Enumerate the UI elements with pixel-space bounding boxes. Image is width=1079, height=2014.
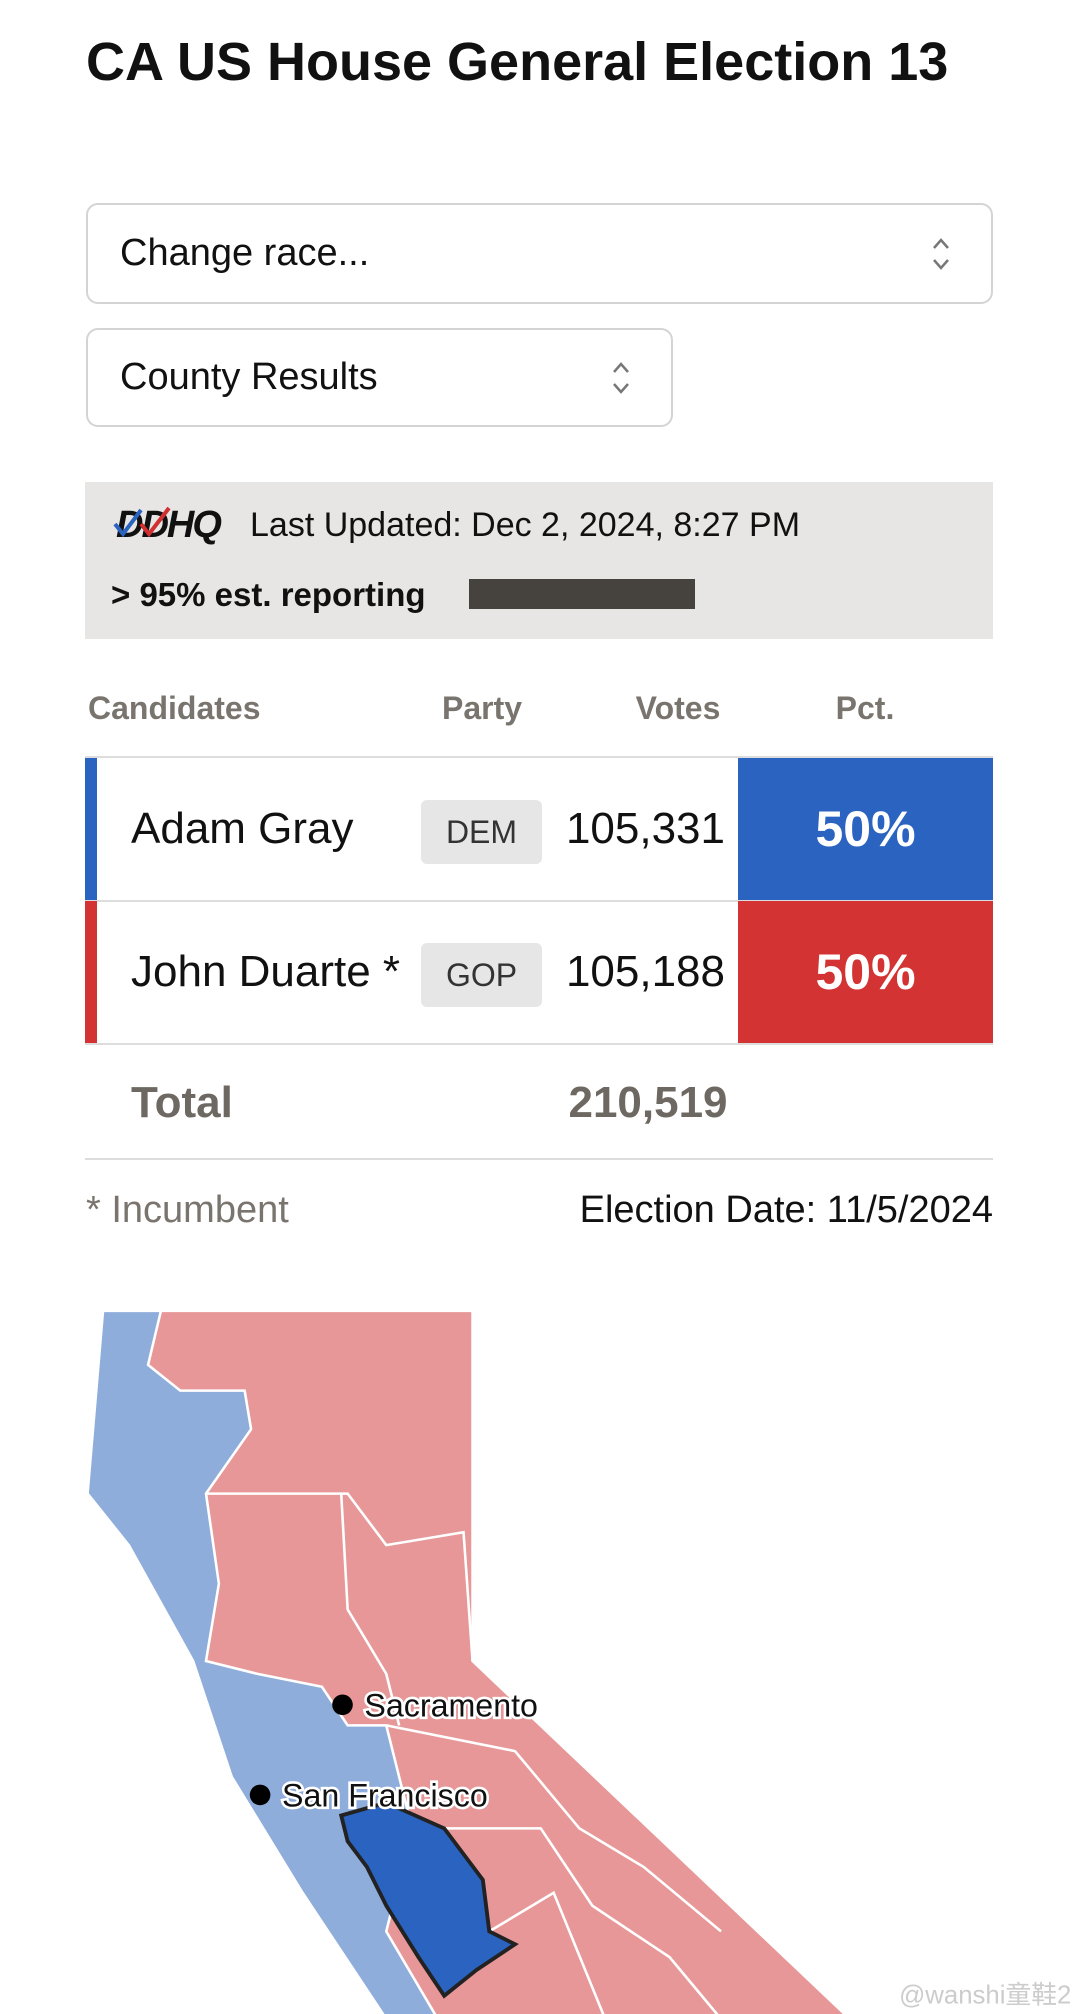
- candidate-pct: 50%: [738, 901, 993, 1043]
- divider: [85, 1158, 993, 1160]
- select-chevron: [613, 361, 629, 394]
- county-line: [206, 1492, 474, 1662]
- party-badge: DEM: [421, 800, 542, 864]
- county-line: [339, 1493, 401, 1726]
- party-stripe: [85, 758, 97, 900]
- election-date: Election Date: 11/5/2024: [579, 1189, 993, 1231]
- county-line: [488, 1890, 605, 2014]
- column-header: Party: [441, 690, 523, 726]
- reporting-bar: [469, 579, 695, 609]
- total-votes: 210,519: [568, 1078, 728, 1127]
- page-title: CA US House General Election 13: [86, 32, 949, 92]
- candidate-row: Adam Gray DEM 105,331 50%: [85, 758, 993, 902]
- candidate-name: John Duarte *: [131, 947, 401, 996]
- race-select[interactable]: Change race...: [86, 203, 993, 304]
- reporting-text: > 95% est. reporting: [111, 576, 426, 613]
- total-label: Total: [131, 1078, 233, 1127]
- logo-checks: [113, 506, 171, 538]
- last-updated: Last Updated: Dec 2, 2024, 8:27 PM: [250, 506, 801, 544]
- candidate-row: John Duarte * GOP 105,188 50%: [85, 901, 993, 1045]
- city-dot: [249, 1784, 271, 1806]
- select-chevron: [933, 237, 949, 270]
- party-badge: GOP: [421, 943, 542, 1007]
- county-line: [386, 1724, 722, 1933]
- candidate-votes: 105,331: [565, 804, 725, 853]
- race-select-text: Change race...: [120, 232, 370, 274]
- column-header: Votes: [635, 690, 721, 726]
- district-13: [338, 1800, 519, 1999]
- column-header: Candidates: [88, 690, 261, 726]
- view-select[interactable]: County Results: [86, 328, 673, 427]
- county-line: [444, 1827, 719, 2014]
- candidate-name: Adam Gray: [131, 804, 354, 853]
- candidate-pct: 50%: [738, 758, 993, 900]
- view-select-text: County Results: [120, 356, 378, 398]
- column-header: Pct.: [835, 690, 895, 726]
- candidate-votes: 105,188: [565, 947, 725, 996]
- city-label: Sacramento: [364, 1687, 538, 1723]
- incumbent-note: * Incumbent: [86, 1189, 289, 1231]
- party-stripe: [85, 901, 97, 1043]
- city-label: San Francisco: [282, 1778, 488, 1814]
- watermark: @wanshi童鞋2: [899, 1981, 1071, 2010]
- status-panel: DDHQ Last Updated: Dec 2, 2024, 8:27 PM …: [85, 482, 993, 639]
- city-dot: [332, 1694, 353, 1716]
- divider: [85, 756, 993, 758]
